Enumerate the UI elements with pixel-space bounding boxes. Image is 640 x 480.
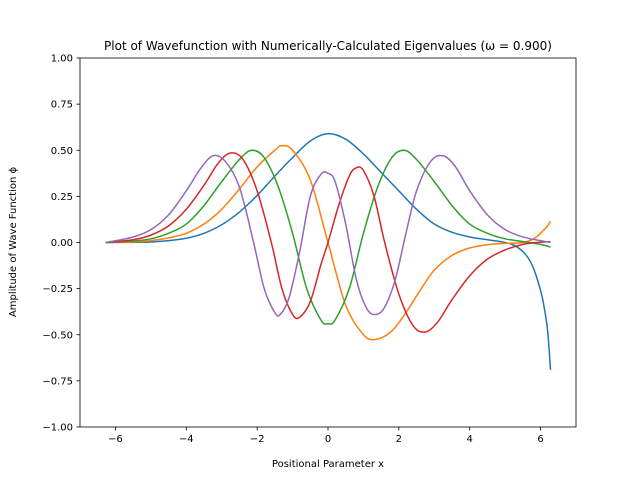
- y-tick-label: 0.25: [51, 192, 73, 203]
- series-line-4: [105, 152, 551, 333]
- series-line-5: [105, 154, 551, 317]
- x-tick-label: 4: [467, 434, 473, 445]
- series-line-1: [105, 132, 552, 370]
- y-axis-ticks: −1.00 −0.75 −0.50 −0.25 0.00 0.25 0.50 0.75 1.00: [42, 54, 80, 434]
- plot-area: −6 −4 −2 0 2 4 6 −1.00 −0.75 −0.50 −0.25 0.00 0.25 0…: [42, 54, 577, 445]
- y-tick-label: −0.75: [42, 376, 73, 387]
- x-tick-label: −6: [108, 434, 123, 445]
- y-axis-label: Amplitude of Wave Function ϕ: [8, 167, 19, 318]
- x-axis-ticks: −6 −4 −2 0 2 4 6: [108, 427, 544, 445]
- x-tick-label: 6: [537, 434, 543, 445]
- chart-title: Plot of Wavefunction with Numerically-Ca…: [104, 39, 552, 53]
- y-tick-label: 0.50: [51, 146, 73, 157]
- x-axis-label: Positional Parameter x: [272, 459, 384, 470]
- x-tick-label: 2: [396, 434, 402, 445]
- series-group: [105, 132, 552, 370]
- plot-frame: [79, 57, 577, 428]
- x-tick-label: −4: [179, 434, 194, 445]
- x-tick-label: −2: [250, 434, 265, 445]
- y-tick-label: −0.50: [42, 330, 73, 341]
- y-tick-label: 0.00: [51, 238, 73, 249]
- series-line-3: [105, 149, 551, 325]
- y-tick-label: −1.00: [42, 423, 73, 434]
- x-tick-label: 0: [325, 434, 331, 445]
- y-tick-label: 1.00: [51, 54, 73, 65]
- y-tick-label: 0.75: [51, 100, 73, 111]
- series-line-2: [105, 144, 552, 341]
- y-tick-label: −0.25: [42, 284, 73, 295]
